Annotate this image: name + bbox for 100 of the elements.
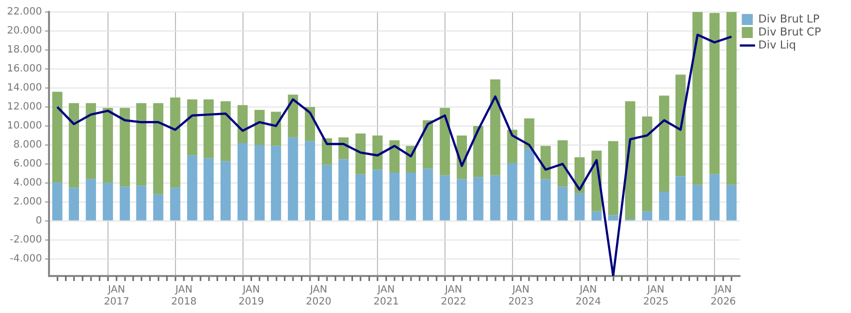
bar (389, 140, 400, 172)
x-tick-label: JAN 2018 (171, 284, 197, 308)
bar (52, 92, 62, 183)
x-tick-label: JAN 2021 (373, 284, 399, 308)
bar (574, 193, 585, 220)
bar (507, 130, 518, 163)
legend-label: Div Brut CP (758, 25, 822, 38)
legend-label: Div Brut LP (758, 12, 820, 26)
bar (52, 182, 62, 220)
y-tick-label: 18.000 (6, 44, 42, 56)
bar (170, 188, 180, 220)
bar (422, 168, 433, 220)
bar (270, 112, 282, 146)
x-tick-label: JAN 2020 (306, 284, 332, 308)
bar (608, 215, 618, 220)
y-tick-label: 14.000 (6, 82, 42, 94)
bar (102, 108, 113, 183)
bar (238, 143, 248, 220)
bar (204, 158, 214, 220)
bar (490, 79, 500, 176)
bar (642, 116, 652, 212)
bar (726, 12, 737, 185)
y-tick-label: 22.000 (6, 6, 42, 18)
y-tick-label: 2.000 (13, 196, 42, 208)
bar (338, 159, 349, 220)
bar (440, 108, 450, 176)
bar (136, 186, 146, 220)
bar (642, 211, 652, 220)
y-tick-label: 20.000 (6, 26, 42, 37)
bar (591, 211, 602, 220)
bar (726, 184, 737, 220)
bar (558, 186, 568, 220)
bar (204, 99, 214, 158)
bar (692, 12, 703, 185)
bar (659, 96, 670, 192)
bar (86, 103, 96, 180)
y-tick-label: 8.000 (13, 140, 42, 151)
y-tick-label: 0 (36, 216, 42, 227)
bar (254, 110, 265, 145)
bar (625, 101, 636, 220)
bar (220, 161, 231, 220)
bar (86, 179, 96, 220)
bar (709, 12, 720, 174)
bar (608, 141, 618, 216)
bar (187, 155, 198, 220)
bar (675, 176, 686, 220)
y-tick-label: 10.000 (6, 120, 42, 132)
bar (473, 177, 484, 220)
bar (524, 118, 534, 149)
x-tick-label: JAN 2025 (643, 284, 669, 308)
bar (456, 179, 467, 220)
bar (102, 182, 113, 220)
bar (692, 184, 703, 220)
bar (709, 174, 720, 220)
y-tick-label: 4.000 (13, 178, 42, 189)
y-tick-label: 16.000 (6, 64, 42, 75)
bar (288, 94, 298, 138)
x-tick-label: JAN 2023 (508, 284, 534, 308)
bar (355, 174, 366, 220)
legend-label: Div Liq (758, 38, 796, 52)
bar (270, 146, 282, 220)
bar (372, 170, 383, 220)
bar (68, 103, 79, 188)
bar (406, 172, 416, 220)
x-tick-label: JAN 2019 (238, 284, 264, 308)
x-tick-label: JAN 2022 (440, 284, 466, 308)
bar (389, 172, 400, 220)
bar (120, 186, 130, 220)
bar (507, 162, 518, 220)
bar (422, 120, 433, 169)
bar (322, 164, 332, 220)
x-tick-label: JAN 2017 (104, 284, 130, 308)
bar (440, 175, 450, 220)
bar (540, 179, 551, 220)
bar (238, 105, 248, 144)
bar (187, 99, 198, 156)
y-tick-label: 6.000 (13, 158, 42, 170)
y-tick-label: 12.000 (6, 102, 42, 113)
x-tick-label: JAN 2026 (710, 284, 736, 308)
x-tick-label: JAN 2024 (576, 284, 602, 308)
bar (120, 108, 130, 187)
bar (153, 103, 164, 194)
bar (659, 191, 670, 220)
bar (136, 103, 146, 186)
bar (490, 175, 500, 220)
bar (288, 137, 298, 220)
bar (68, 188, 79, 220)
bar (675, 74, 686, 176)
bar (170, 97, 180, 188)
bar (558, 140, 568, 187)
bar (355, 134, 366, 174)
bar (473, 126, 484, 178)
bar (220, 101, 231, 162)
y-tick-label: -2.000 (10, 234, 42, 246)
y-tick-label: -4.000 (10, 254, 42, 264)
bar (153, 194, 164, 220)
bar (524, 148, 534, 220)
bar (372, 135, 383, 170)
bar (254, 144, 265, 220)
bar (304, 141, 316, 220)
